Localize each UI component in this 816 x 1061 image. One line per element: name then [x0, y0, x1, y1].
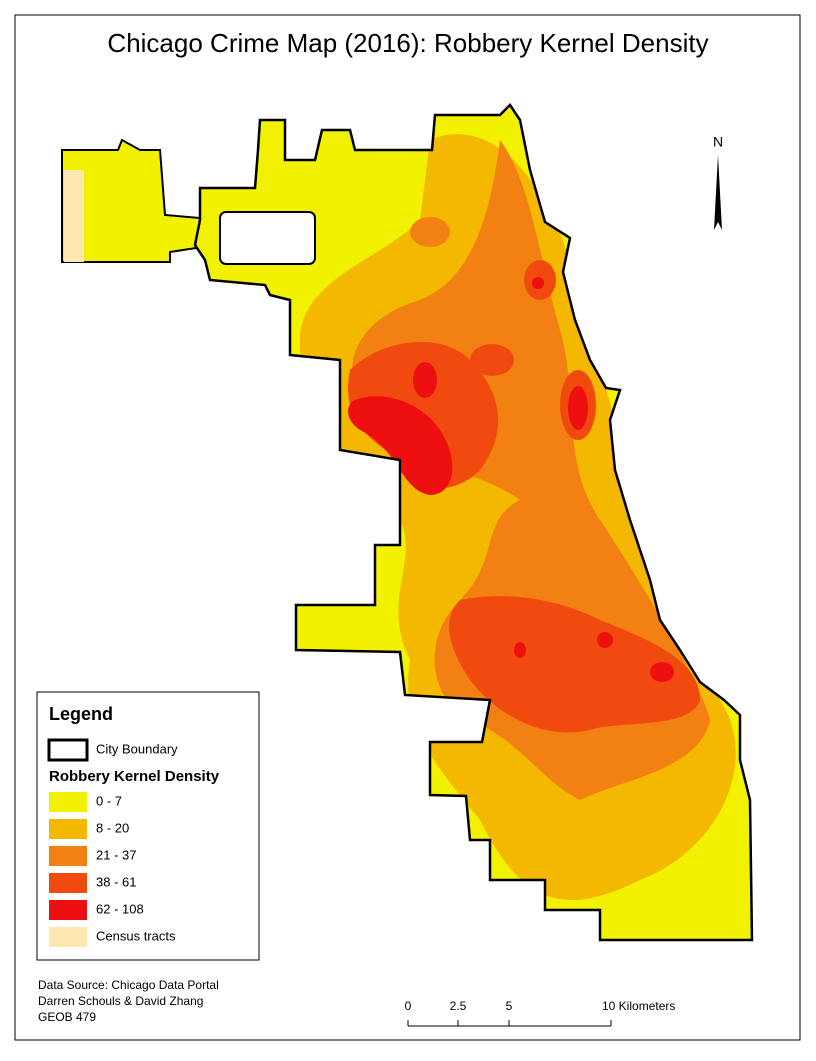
legend-swatch [49, 846, 87, 866]
census-tract [64, 170, 84, 262]
density-class [532, 277, 544, 289]
credit: Darren Schouls & David Zhang [38, 994, 203, 1008]
density-class [410, 217, 450, 247]
north-arrow [714, 155, 722, 230]
legend-label: Census tracts [96, 928, 176, 943]
legend-swatch [49, 873, 87, 893]
credit: GEOB 479 [38, 1010, 96, 1024]
density-class [514, 642, 526, 658]
legend-label: 0 - 7 [96, 793, 122, 808]
legend-label: 8 - 20 [96, 820, 129, 835]
density-class [597, 632, 613, 648]
frame [14, 14, 801, 1041]
legend-title: Legend [49, 704, 113, 724]
legend-swatch [49, 819, 87, 839]
credit: Data Source: Chicago Data Portal [38, 978, 219, 992]
legend-swatch [49, 900, 87, 920]
legend-swatch [49, 927, 87, 947]
legend-label: 62 - 108 [96, 901, 144, 916]
legend-label: 38 - 61 [96, 874, 136, 889]
density-class [470, 344, 514, 376]
map-title: Chicago Crime Map (2016): Robbery Kernel… [107, 28, 708, 58]
scale-label: 5 [506, 999, 513, 1013]
legend-swatch [49, 792, 87, 812]
legend-boundary-label: City Boundary [96, 741, 178, 756]
legend-boundary-swatch [47, 738, 89, 762]
density-class [413, 362, 437, 398]
legend-density-title: Robbery Kernel Density [49, 768, 220, 785]
north-label: N [713, 134, 723, 150]
scale-label: 10 Kilometers [602, 999, 675, 1013]
density-class [449, 596, 700, 733]
legend-label: 21 - 37 [96, 847, 136, 862]
scale-label: 2.5 [450, 999, 467, 1013]
density-class [568, 386, 588, 430]
scale-bar [407, 1020, 612, 1027]
excluded-area [219, 211, 316, 265]
scale-label: 0 [405, 999, 412, 1013]
density-class [650, 662, 674, 682]
ohare-area [61, 138, 202, 263]
density-class [348, 396, 453, 495]
